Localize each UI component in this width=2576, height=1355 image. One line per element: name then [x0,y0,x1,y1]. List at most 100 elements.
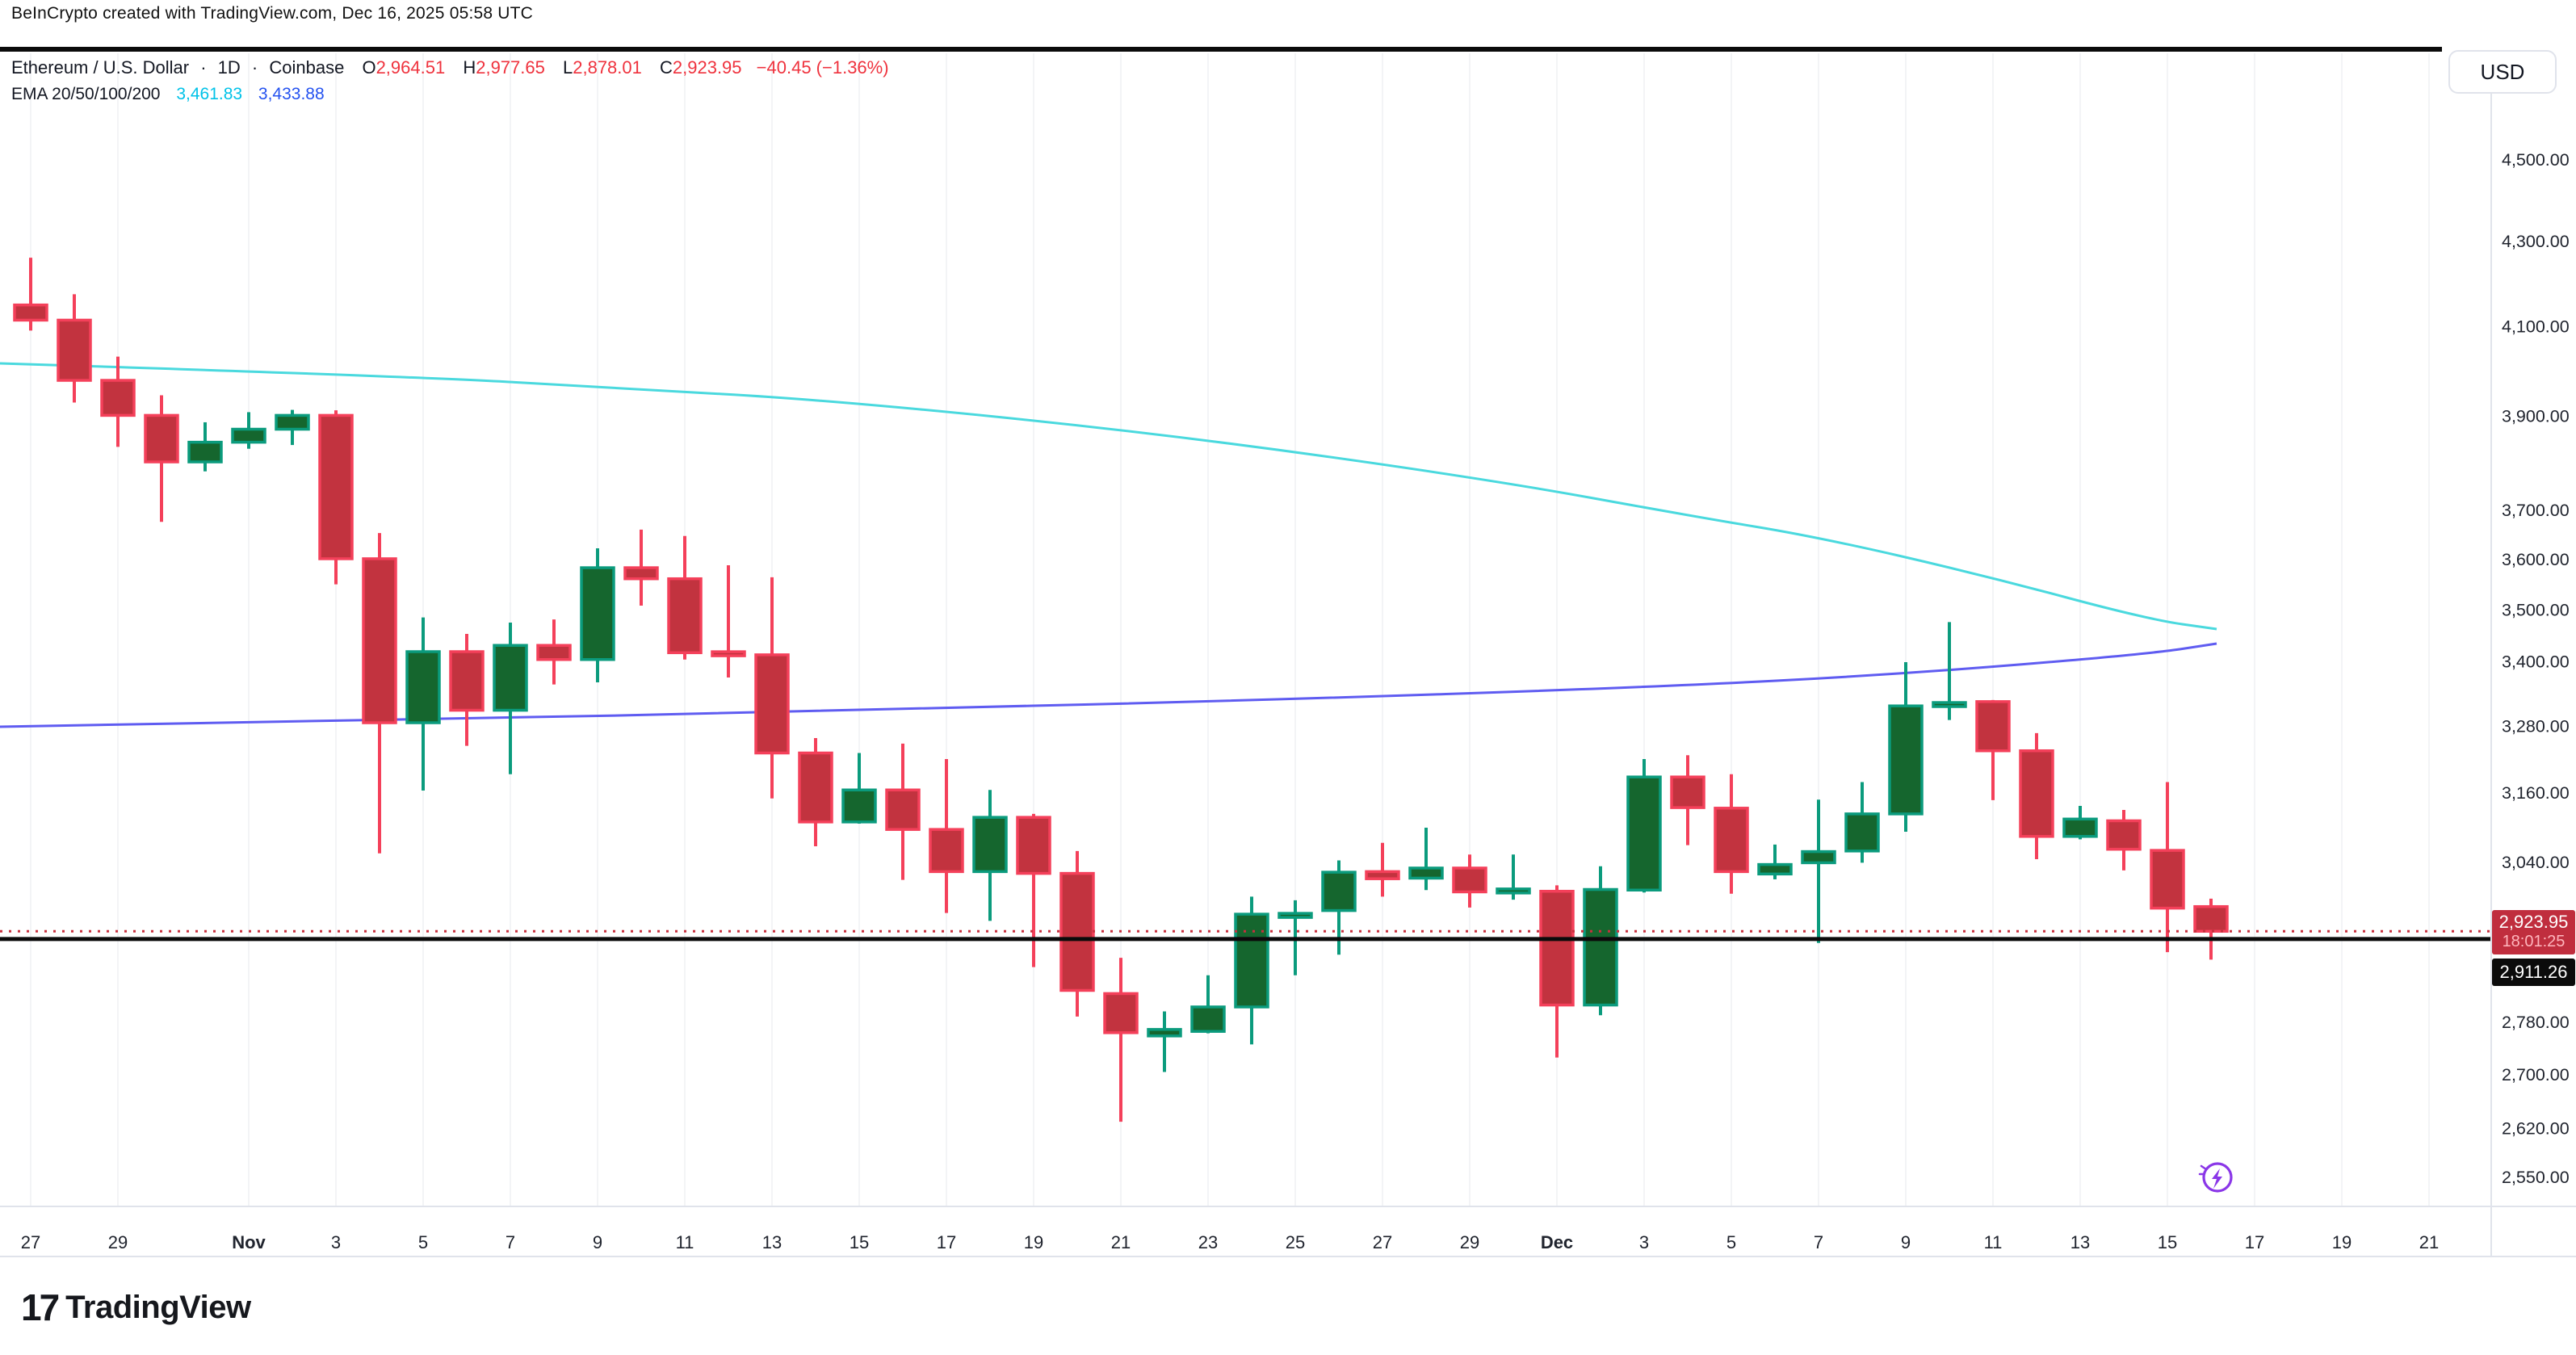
time-axis-label: 25 [1286,1232,1305,1252]
ema-indicator-legend: EMA 20/50/100/200 3,461.83 3,433.88 [11,85,325,104]
candle-body-dec-14 [2106,819,2142,851]
candle-body-oct-28 [57,318,92,382]
time-axis-label: 21 [1111,1232,1131,1252]
time-axis-label: 5 [1726,1232,1736,1252]
candle-body-dec-11 [1975,700,2011,753]
ema-line-cyan [0,362,2217,631]
candle-body-nov-28 [1408,866,1444,880]
current-price-label: 2,923.95 18:01:25 [2492,910,2575,954]
sparkle-lines [2198,1164,2208,1176]
candle-body-dec-16 [2193,904,2229,933]
ema-value-blue: 3,433.88 [258,85,325,103]
candle-body-nov-13 [754,653,790,755]
price-axis-label: 3,040.00 [2502,853,2570,872]
prev-level-price-label: 2,911.26 [2492,959,2575,986]
price-axis-label: 3,400.00 [2502,652,2570,672]
ema-line-blue [0,642,2217,728]
candle-body-nov-27 [1365,870,1400,880]
change-value: −40.45 (−1.36%) [756,57,889,78]
tradingview-logo[interactable]: 17 TradingView [21,1286,251,1329]
candle-body-nov-2 [275,413,310,431]
time-axis-label: 11 [1984,1232,2003,1252]
ema-value-cyan: 3,461.83 [176,85,243,103]
currency-toggle-label: USD [2480,59,2525,84]
time-axis-label: 19 [1024,1232,1043,1252]
time-axis-label: 21 [2419,1232,2439,1252]
candle-body-dec-8 [1844,812,1880,853]
candle-body-dec-10 [1932,701,1967,708]
open-value: 2,964.51 [375,57,446,78]
candle-body-nov-11 [667,577,703,655]
price-axis-label: 2,700.00 [2502,1065,2570,1084]
candle-body-nov-22 [1147,1028,1182,1038]
attribution-note: BeInCrypto created with TradingView.com,… [11,4,534,23]
time-axis-label: 5 [418,1232,428,1252]
interval-label[interactable]: 1D [217,57,241,78]
ema-label[interactable]: EMA 20/50/100/200 [11,85,161,103]
candle-body-dec-15 [2150,849,2185,910]
time-axis-label: 9 [593,1232,602,1252]
high-value: 2,977.65 [476,57,545,78]
candle-body-nov-17 [929,828,964,874]
price-axis-label: 3,500.00 [2502,600,2570,619]
price-axis-label: 3,160.00 [2502,783,2570,803]
candle-body-nov-6 [449,650,485,712]
candle-body-dec-12 [2019,749,2054,838]
price-axis-label: 2,780.00 [2502,1013,2570,1032]
candle-body-dec-13 [2062,817,2098,838]
candle-body-nov-18 [972,816,1008,874]
header-divider-bar [0,47,2442,52]
candle-body-nov-15 [841,788,877,824]
candle-body-nov-8 [536,644,572,661]
candle-body-nov-23 [1190,1005,1226,1033]
candle-body-nov-3 [318,413,354,560]
candle-body-nov-29 [1452,866,1487,894]
time-axis-label: 13 [2070,1232,2090,1252]
candle-body-oct-30 [144,413,179,464]
candle-body-nov-25 [1278,912,1313,919]
candle-body-nov-16 [885,788,921,831]
price-axis-label: 4,500.00 [2502,150,2570,170]
candle-body-dec-5 [1714,807,1749,874]
time-axis-label: 3 [1639,1232,1649,1252]
open-label: O [362,57,376,78]
close-value: 2,923.95 [672,57,742,78]
currency-toggle-button[interactable]: USD [2448,50,2557,94]
time-axis-label: 13 [762,1232,782,1252]
low-value: 2,878.01 [573,57,642,78]
symbol-title[interactable]: Ethereum / U.S. Dollar [11,57,190,78]
time-axis-label: Dec [1541,1232,1573,1252]
price-axis-label: 3,280.00 [2502,716,2570,736]
candle-body-dec-7 [1801,849,1836,865]
candle-body-nov-5 [405,650,441,724]
time-axis-label: 15 [2158,1232,2177,1252]
price-axis-label: 2,620.00 [2502,1119,2570,1139]
time-axis-label: 15 [850,1232,869,1252]
close-label: C [660,57,673,78]
price-axis-label: 3,700.00 [2502,501,2570,520]
time-axis-label: 23 [1198,1232,1218,1252]
time-axis-label: 29 [108,1232,128,1252]
time-axis-label: 19 [2332,1232,2352,1252]
exchange-label: Coinbase [269,57,345,78]
candle-body-oct-29 [100,379,136,417]
tradingview-logo-mark: 17 [21,1286,60,1328]
candle-body-nov-24 [1234,912,1269,1009]
candle-body-dec-3 [1626,775,1662,891]
candle-body-nov-21 [1103,992,1139,1034]
price-axis-label: 4,100.00 [2502,317,2570,336]
lightning-boost-icon[interactable] [2193,1155,2238,1200]
candle-body-nov-19 [1016,816,1051,875]
low-label: L [562,57,573,78]
time-axis-label: 29 [1460,1232,1479,1252]
candle-body-nov-4 [362,557,397,724]
candle-body-nov-1 [231,427,266,444]
candle-body-oct-31 [187,440,223,464]
candle-body-nov-26 [1321,870,1357,912]
time-axis-label: 3 [331,1232,341,1252]
symbol-legend: Ethereum / U.S. Dollar · 1D · Coinbase O… [11,57,889,78]
time-axis-label: 7 [1814,1232,1823,1252]
time-axis-label: 27 [1373,1232,1392,1252]
high-label: H [463,57,476,78]
